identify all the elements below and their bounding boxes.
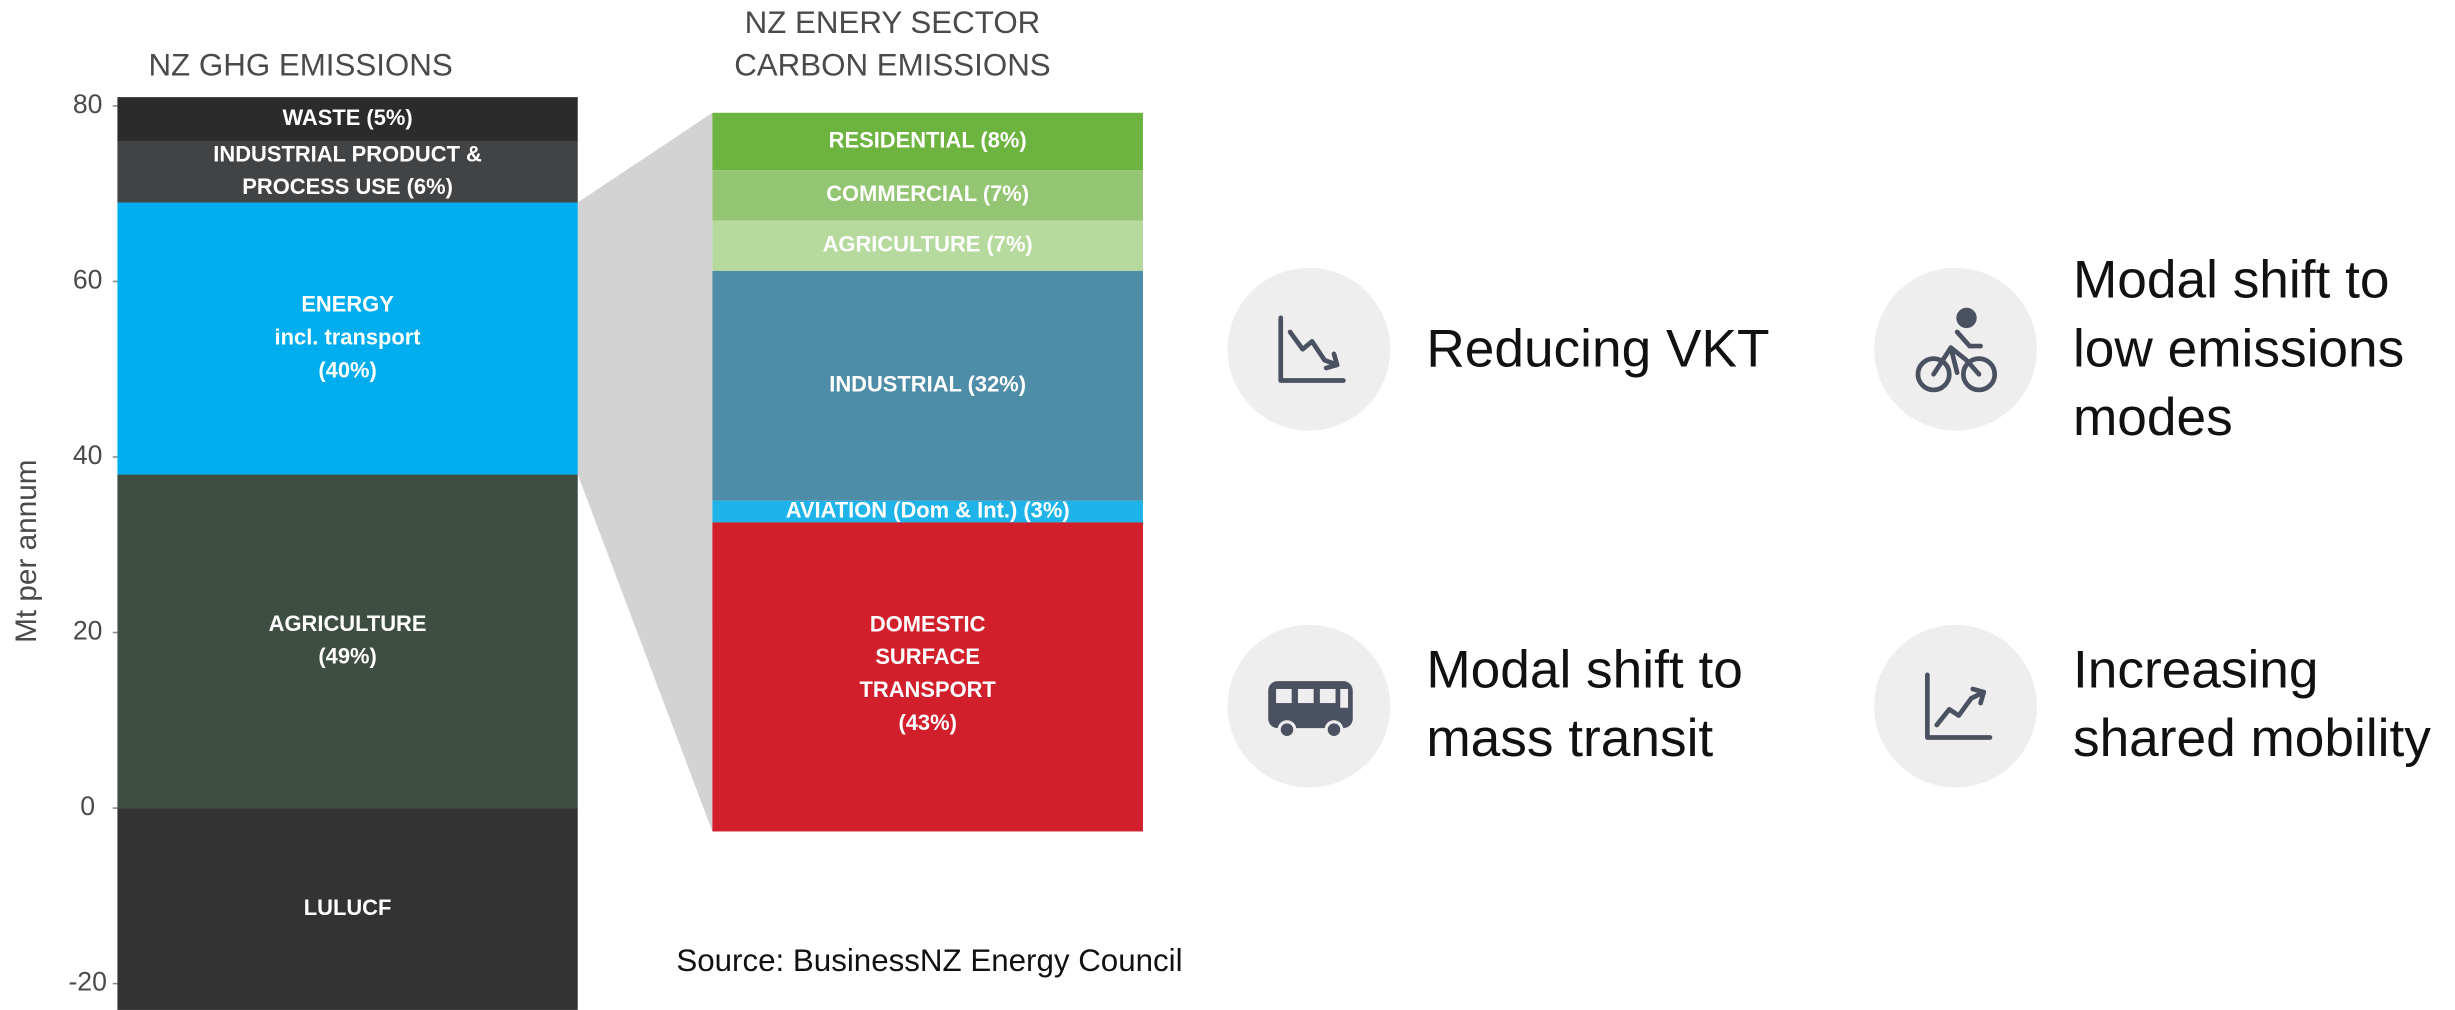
bicycle-icon bbox=[1915, 307, 1998, 393]
chart-title: NZ ENERY SECTOR CARBON EMISSIONS bbox=[734, 5, 1051, 82]
initiative-icons bbox=[1227, 267, 2037, 788]
bar-segment bbox=[117, 474, 578, 809]
segment-label: ENERGY incl. transport (40%) bbox=[275, 291, 422, 382]
initiative-label: Modal shift to low emissions modes bbox=[2073, 251, 2404, 448]
bar-segment bbox=[117, 808, 578, 1010]
icon-circle bbox=[1227, 267, 1391, 431]
text-line: mass transit bbox=[1426, 709, 1713, 768]
text-line: CARBON EMISSIONS bbox=[734, 48, 1051, 83]
y-tick-label: 40 bbox=[73, 440, 103, 470]
text-line: Increasing bbox=[2073, 640, 2319, 699]
text-line: shared mobility bbox=[2073, 709, 2431, 768]
y-tick-label: 80 bbox=[73, 89, 103, 119]
segment-label: AVIATION (Dom & Int.) (3%) bbox=[786, 497, 1070, 522]
text-line: incl. transport bbox=[275, 324, 422, 349]
y-tick-label: 20 bbox=[73, 616, 103, 646]
segment-label: AGRICULTURE (49%) bbox=[269, 611, 427, 669]
bar-segment bbox=[712, 220, 1143, 271]
text-line: Modal shift to bbox=[2073, 251, 2390, 310]
bar-segment bbox=[712, 500, 1143, 523]
text-line: PROCESS USE (6%) bbox=[242, 174, 453, 199]
text-line: INDUSTRIAL PRODUCT & bbox=[213, 141, 482, 166]
y-tick-label: 0 bbox=[80, 791, 95, 821]
text-line: (40%) bbox=[318, 357, 376, 382]
segment-label: LULUCF bbox=[304, 895, 392, 920]
y-axis-label: Mt per annum bbox=[10, 459, 43, 642]
source-note: Source: BusinessNZ Energy Council bbox=[676, 943, 1182, 978]
segment-label: DOMESTIC SURFACE TRANSPORT (43%) bbox=[860, 611, 997, 735]
bar-segment bbox=[117, 202, 578, 475]
bar-segment bbox=[712, 170, 1143, 221]
text-line: low emissions bbox=[2073, 319, 2404, 378]
text-line: (49%) bbox=[318, 644, 376, 669]
initiative-label: Increasing shared mobility bbox=[2073, 640, 2431, 768]
chart-title: NZ GHG EMISSIONS bbox=[148, 48, 452, 83]
segment-label: COMMERCIAL (7%) bbox=[826, 181, 1029, 206]
segment-label: INDUSTRIAL (32%) bbox=[829, 372, 1026, 397]
text-line: NZ ENERY SECTOR bbox=[745, 5, 1041, 40]
text-line: ENERGY bbox=[301, 291, 394, 316]
rise-icon bbox=[1925, 672, 1993, 740]
y-tick-label: -20 bbox=[68, 967, 106, 997]
segment-label: WASTE (5%) bbox=[282, 105, 412, 130]
text-line: AGRICULTURE bbox=[269, 611, 427, 636]
text-line: TRANSPORT bbox=[860, 677, 997, 702]
bar-segment bbox=[712, 522, 1143, 832]
connector-layer bbox=[577, 112, 713, 832]
bar-segment bbox=[117, 97, 578, 142]
connector bbox=[577, 112, 713, 832]
text-line: (43%) bbox=[898, 710, 956, 735]
decline-icon bbox=[1278, 315, 1346, 383]
segment-label: AGRICULTURE (7%) bbox=[823, 232, 1033, 257]
segment-label: RESIDENTIAL (8%) bbox=[829, 127, 1027, 152]
text-line: modes bbox=[2073, 388, 2233, 447]
bar-segment bbox=[712, 270, 1143, 501]
initiative-label: Reducing VKT bbox=[1426, 319, 1769, 378]
y-tick-label: 60 bbox=[73, 264, 103, 294]
text-line: DOMESTIC bbox=[870, 611, 986, 636]
bus-icon bbox=[1268, 681, 1353, 740]
initiative-label: Modal shift to mass transit bbox=[1426, 640, 1743, 768]
icon-circle bbox=[1874, 624, 2037, 788]
segment-label: INDUSTRIAL PRODUCT & PROCESS USE (6%) bbox=[213, 141, 482, 199]
bar-segment bbox=[117, 141, 578, 203]
bar-segment bbox=[712, 112, 1143, 171]
text-line: SURFACE bbox=[875, 644, 980, 669]
text-line: Modal shift to bbox=[1426, 640, 1743, 699]
